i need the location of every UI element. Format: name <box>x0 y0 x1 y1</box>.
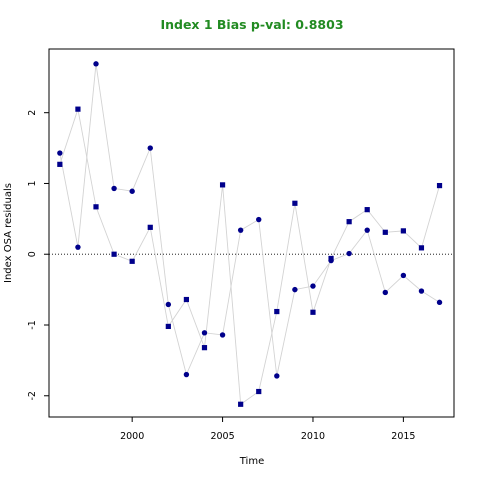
data-point-square <box>292 200 298 206</box>
y-tick-label: 0 <box>27 251 38 257</box>
data-point-square <box>57 161 63 167</box>
data-point-square <box>147 224 153 230</box>
data-point-circle <box>418 288 425 294</box>
y-tick-label: -2 <box>27 391 38 400</box>
data-point-circle <box>346 250 352 257</box>
series-line-1 <box>59 63 440 377</box>
y-tick-label: -1 <box>27 320 38 329</box>
data-point-circle <box>147 145 153 151</box>
series-line-2 <box>59 109 440 406</box>
x-tick-label: 2000 <box>120 431 144 442</box>
data-point-circle <box>219 332 226 338</box>
data-point-square <box>328 255 334 262</box>
data-point-circle <box>256 216 262 223</box>
x-tick-label: 2010 <box>301 431 325 442</box>
data-point-circle <box>237 227 244 233</box>
data-point-square <box>183 296 190 303</box>
data-point-square <box>256 388 262 395</box>
data-point-square <box>274 308 280 315</box>
data-point-circle <box>274 373 280 379</box>
data-point-circle <box>75 244 81 250</box>
data-point-circle <box>183 371 190 378</box>
plot-frame <box>48 48 455 418</box>
data-point-square <box>238 401 244 407</box>
x-tick-label: 2015 <box>391 431 415 442</box>
x-axis-label: Time <box>239 456 264 467</box>
data-point-square <box>111 251 117 257</box>
data-point-square <box>75 106 81 112</box>
y-tick-label: 1 <box>27 180 38 186</box>
data-point-square <box>346 219 352 225</box>
data-point-square <box>129 258 135 264</box>
x-axis: 2000 2005 2010 2015 <box>120 417 415 442</box>
data-point-square <box>201 345 208 351</box>
data-point-circle <box>57 150 63 156</box>
plot-area <box>49 61 454 407</box>
data-point-square <box>219 182 226 188</box>
data-point-circle <box>165 301 172 308</box>
data-point-circle <box>292 286 298 293</box>
data-point-square <box>93 204 99 210</box>
data-point-square <box>382 229 388 235</box>
data-point-circle <box>436 299 443 306</box>
data-point-square <box>310 309 316 315</box>
chart-title: Index 1 Bias p-val: 0.8803 <box>160 17 343 32</box>
data-point-square <box>364 207 370 213</box>
data-point-circle <box>201 330 208 336</box>
data-point-square <box>436 182 443 189</box>
data-point-circle <box>310 283 316 289</box>
data-point-circle <box>93 61 99 67</box>
x-tick-label: 2005 <box>210 431 234 442</box>
data-point-circle <box>111 185 117 192</box>
y-axis: -2 -1 0 1 2 <box>27 110 49 401</box>
data-point-circle <box>382 289 388 296</box>
data-point-circle <box>364 227 370 233</box>
data-point-square <box>400 228 406 234</box>
data-point-square <box>418 245 425 251</box>
data-point-circle <box>400 272 407 279</box>
data-point-square <box>165 323 171 330</box>
y-tick-label: 2 <box>27 110 38 116</box>
data-point-circle <box>129 188 135 194</box>
y-axis-label: Index OSA residuals <box>3 183 14 283</box>
